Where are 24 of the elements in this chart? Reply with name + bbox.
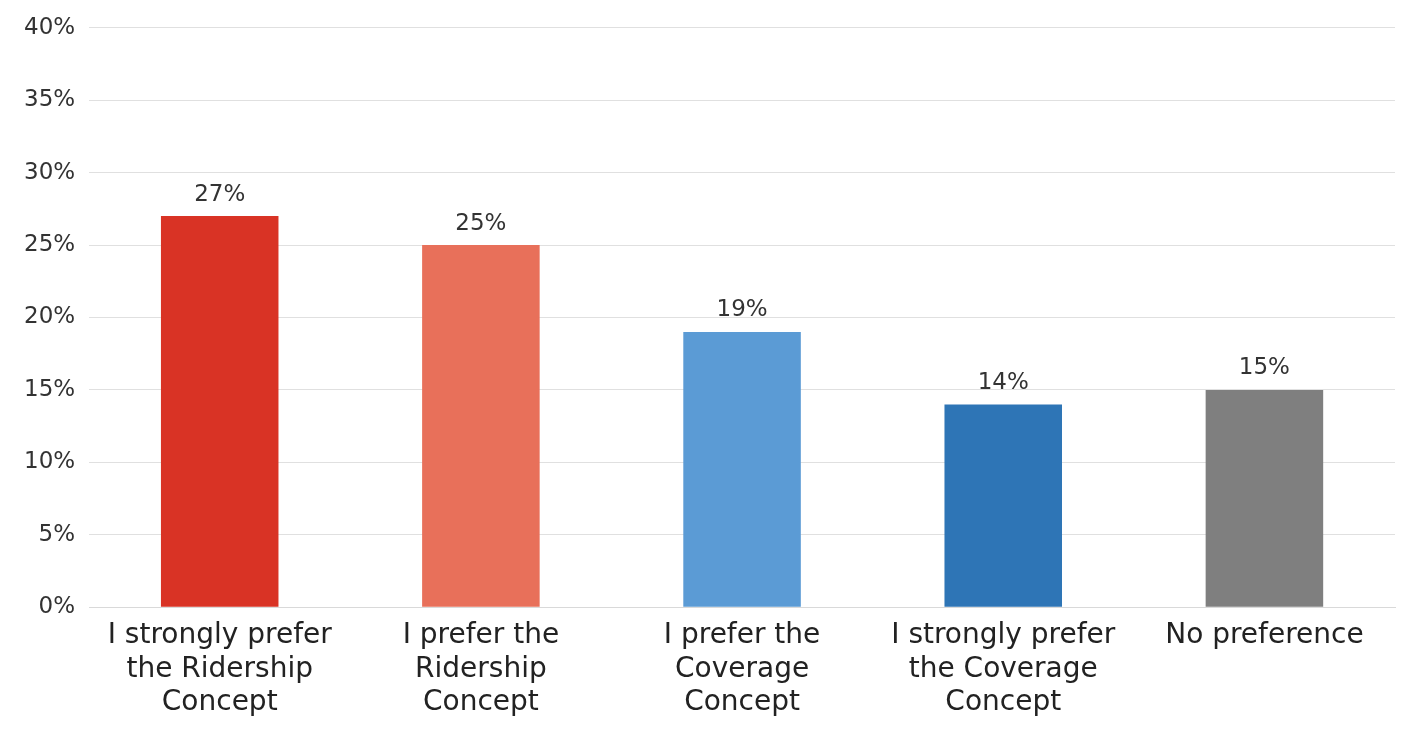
y-tick-label: 5% <box>38 519 76 546</box>
x-tick-label: I prefer the Ridership Concept <box>402 617 560 718</box>
x-tick-label: I strongly prefer the Coverage Concept <box>891 617 1116 718</box>
data-label: 19% <box>716 295 768 322</box>
y-tick-label: 30% <box>24 157 76 184</box>
data-label: 25% <box>455 208 507 235</box>
y-tick-label: 15% <box>24 374 76 401</box>
y-tick-label: 20% <box>24 302 76 329</box>
y-tick-label: 40% <box>24 12 76 39</box>
y-tick-label: 0% <box>38 592 76 619</box>
x-tick-label: No preference <box>1165 617 1364 651</box>
bar <box>160 216 279 607</box>
data-label: 14% <box>977 367 1029 394</box>
y-tick-label: 35% <box>24 85 76 112</box>
y-tick-label: 10% <box>24 447 76 474</box>
x-tick-label: I strongly prefer the Ridership Concept <box>107 617 333 718</box>
y-tick-label: 25% <box>24 230 76 257</box>
x-tick-label: I prefer the Coverage Concept <box>663 617 821 718</box>
bar <box>683 331 801 607</box>
bar <box>422 245 540 607</box>
data-label: 15% <box>1238 353 1290 380</box>
bar <box>1205 389 1324 607</box>
bar <box>944 404 1062 607</box>
data-label: 27% <box>194 179 246 206</box>
